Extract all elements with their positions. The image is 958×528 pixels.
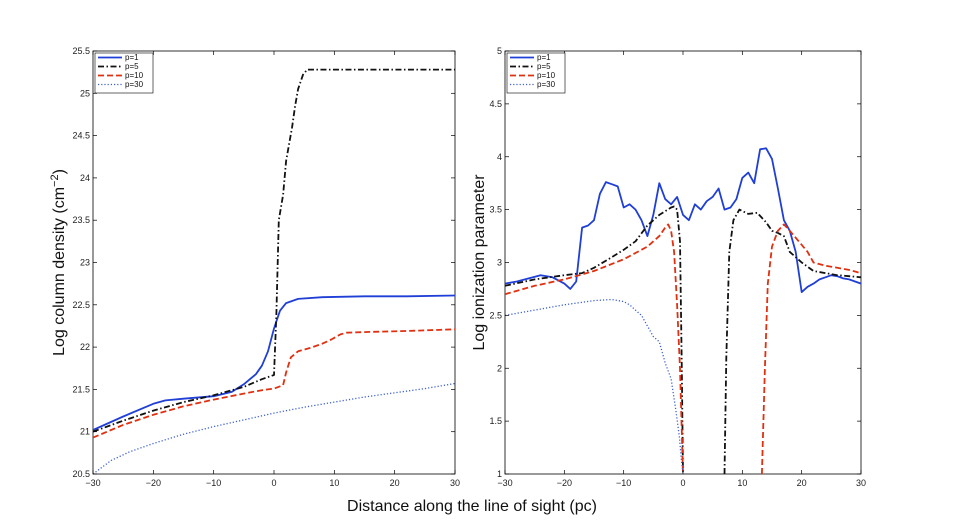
chart-right-legend: p=1p=5p=10p=30: [506, 52, 566, 94]
chart-right-xtick-label: 0: [680, 478, 685, 488]
chart-right-ytick-label: 3: [497, 258, 502, 268]
chart-right-legend-box: [506, 52, 566, 94]
chart-right-ticks: −30 −20 −10 0 10 20 30 1 1.5 2 2.5 3 3.5 4 4.5 5: [489, 46, 866, 488]
chart-left-ytick-label: 21.5: [72, 384, 90, 394]
chart-left-ytick-label: 22: [80, 342, 90, 352]
chart-right-legend-label-p-10: p=10: [537, 71, 556, 80]
chart-left-ylabel-end: ): [51, 169, 68, 174]
chart-left-series-p-30-line: [93, 382, 455, 474]
chart-left-legend: p=1p=5p=10p=30: [94, 52, 154, 94]
chart-left-series-p-10-line: [93, 328, 455, 439]
chart-right-series-p-5-line: [505, 205, 684, 474]
chart-left-plot-area: [92, 50, 456, 475]
chart-right-series-p-1-line: [505, 147, 861, 293]
chart-left-ytick-label: 24.5: [72, 131, 90, 141]
chart-right-series-p-30-line: [505, 298, 684, 474]
chart-left-xtick-label: 0: [271, 478, 276, 488]
chart-right-xtick-label: 10: [737, 478, 747, 488]
chart-right-ytick-label: 2: [497, 363, 502, 373]
shared-xlabel: Distance along the line of sight (pc): [347, 498, 597, 515]
chart-left-ytick-label: 24: [80, 173, 90, 183]
chart-right-xtick-label: 30: [856, 478, 866, 488]
chart-right-ytick-label: 1: [497, 469, 502, 479]
chart-left-ytick-label: 23.5: [72, 215, 90, 225]
chart-left-ytick-label: 25.5: [72, 46, 90, 56]
chart-left-xtick-label: 10: [329, 478, 339, 488]
chart-right-ytick-label: 1.5: [489, 416, 502, 426]
chart-left-series-p-1-line: [93, 294, 455, 431]
chart-left-ytick-label: 25: [80, 88, 90, 98]
chart-left-legend-label-p-5: p=5: [125, 62, 139, 71]
chart-left-series-p-5-line: [93, 68, 455, 433]
chart-right: −30 −20 −10 0 10 20 30 1 1.5 2 2.5 3 3.5 4 4.5 5 Log io…: [471, 46, 866, 488]
chart-right-ytick-label: 5: [497, 46, 502, 56]
chart-left-xtick-label: 30: [450, 478, 460, 488]
chart-left-xtick-label: 20: [390, 478, 400, 488]
chart-left-xtick-label: −10: [206, 478, 221, 488]
chart-left-xtick-label: −30: [85, 478, 100, 488]
chart-left-ytick-label: 21: [80, 427, 90, 437]
chart-left-ylabel-main: Log column density (cm: [51, 187, 68, 356]
chart-right-xtick-label: 20: [797, 478, 807, 488]
chart-left-ticks: −30 −20 −10 0 10 20 30 20.5 21 21.5 22 22.5 23 23.5 24…: [72, 46, 460, 488]
chart-left-clip-group: [93, 68, 455, 474]
chart-right-ylabel: Log ionization parameter: [471, 174, 488, 351]
chart-right-legend-label-p-30: p=30: [537, 80, 556, 89]
chart-right-legend-label-p-1: p=1: [537, 53, 551, 62]
chart-right-legend-label-p-5: p=5: [537, 62, 551, 71]
chart-right-xtick-label: −10: [616, 478, 631, 488]
chart-right-ytick-label: 2.5: [489, 310, 502, 320]
chart-left-series: [93, 68, 455, 474]
chart-left-ylabel: Log column density (cm−2): [49, 169, 68, 356]
chart-right-ytick-label: 4: [497, 152, 502, 162]
chart-right-xtick-label: −30: [497, 478, 512, 488]
chart-right-ytick-label: 4.5: [489, 99, 502, 109]
chart-right-xtick-label: −20: [557, 478, 572, 488]
chart-left-ytick-label: 20.5: [72, 469, 90, 479]
chart-left-ytick-label: 23: [80, 258, 90, 268]
chart-right-series-p-10-line: [761, 223, 861, 474]
chart-right-plot-area: [504, 50, 862, 475]
chart-left-ytick-label: 22.5: [72, 300, 90, 310]
chart-left-legend-label-p-10: p=10: [125, 71, 144, 80]
chart-left-xtick-label: −20: [146, 478, 161, 488]
chart-left-legend-label-p-1: p=1: [125, 53, 139, 62]
chart-right-ytick-label: 3.5: [489, 205, 502, 215]
chart-left-ylabel-sup: −2: [49, 174, 61, 187]
chart-right-series: [505, 147, 861, 474]
chart-left: −30 −20 −10 0 10 20 30 20.5 21 21.5 22 22.5 23 23.5 24…: [49, 46, 460, 488]
chart-left-legend-box: [94, 52, 154, 94]
chart-left-legend-label-p-30: p=30: [125, 80, 144, 89]
